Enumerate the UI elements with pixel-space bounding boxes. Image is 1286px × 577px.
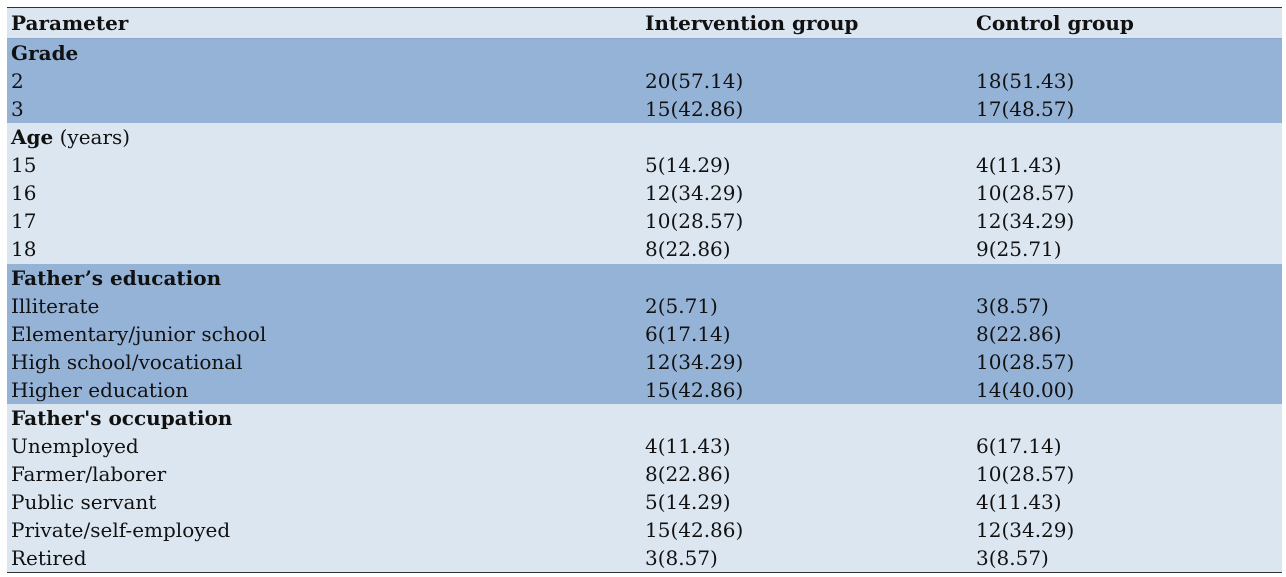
row-label: High school/vocational <box>11 349 243 374</box>
control-value: 9(25.71) <box>976 237 1062 262</box>
section-header-row: Father’s education <box>7 263 1282 292</box>
table-row: Public servant 5(14.29) 4(11.43) <box>7 488 1282 517</box>
column-header-intervention: Intervention group <box>645 11 859 35</box>
intervention-value: 5(14.29) <box>645 490 731 514</box>
intervention-value: 3(8.57) <box>645 546 718 571</box>
section-header-row: Grade <box>7 39 1282 68</box>
row-label: Public servant <box>11 490 157 514</box>
intervention-value: 12(34.29) <box>645 181 744 206</box>
section-title: Father’s education <box>11 265 222 290</box>
table-row: Higher education 15(42.86) 14(40.00) <box>7 375 1282 404</box>
control-value: 3(8.57) <box>976 293 1049 318</box>
table-row: High school/vocational 12(34.29) 10(28.57) <box>7 347 1282 376</box>
intervention-value: 4(11.43) <box>645 433 731 458</box>
row-label: Farmer/laborer <box>11 461 167 486</box>
section-title-cell: Father's occupation <box>11 404 232 432</box>
column-header-control: Control group <box>976 11 1134 35</box>
control-value: 17(48.57) <box>976 97 1075 122</box>
table-body: Grade 2 20(57.14) 18(51.43) 3 15(42.86) 17(48.… <box>7 39 1282 573</box>
section-title-cell: Grade <box>11 39 78 67</box>
section-header-row: Father's occupation <box>7 403 1282 432</box>
table-row: Elementary/junior school 6(17.14) 8(22.86) <box>7 319 1282 348</box>
intervention-value: 12(34.29) <box>645 349 744 374</box>
table-row: 3 15(42.86) 17(48.57) <box>7 95 1282 124</box>
control-value: 8(22.86) <box>976 321 1062 346</box>
control-value: 4(11.43) <box>976 153 1062 178</box>
table-row: 17 10(28.57) 12(34.29) <box>7 207 1282 236</box>
control-value: 10(28.57) <box>976 181 1075 206</box>
intervention-value: 10(28.57) <box>645 209 744 234</box>
control-value: 14(40.00) <box>976 377 1075 402</box>
intervention-value: 20(57.14) <box>645 69 744 94</box>
row-label: 16 <box>11 181 37 206</box>
row-label: Elementary/junior school <box>11 321 267 346</box>
intervention-value: 5(14.29) <box>645 153 731 178</box>
row-label: Unemployed <box>11 433 139 458</box>
table-row: Private/self-employed 15(42.86) 12(34.29) <box>7 516 1282 545</box>
table-row: 18 8(22.86) 9(25.71) <box>7 235 1282 264</box>
control-value: 6(17.14) <box>976 433 1062 458</box>
table-row: 16 12(34.29) 10(28.57) <box>7 179 1282 208</box>
table-row: Retired 3(8.57) 3(8.57) <box>7 544 1282 573</box>
control-value: 18(51.43) <box>976 69 1075 94</box>
row-label: Higher education <box>11 377 189 402</box>
row-label: 3 <box>11 97 24 122</box>
column-header-parameter: Parameter <box>11 11 129 35</box>
control-value: 3(8.57) <box>976 546 1049 571</box>
section-title-cell: Father’s education <box>11 264 221 292</box>
section-header-row: Age (years) <box>7 123 1282 152</box>
intervention-value: 8(22.86) <box>645 237 731 262</box>
intervention-value: 2(5.71) <box>645 293 718 318</box>
section-unit: (years) <box>53 125 131 150</box>
control-value: 10(28.57) <box>976 349 1075 374</box>
control-value: 10(28.57) <box>976 461 1075 486</box>
row-label: 17 <box>11 209 37 234</box>
table-header-row: Parameter Intervention group Control gro… <box>7 8 1282 39</box>
intervention-value: 15(42.86) <box>645 97 744 122</box>
section-title: Grade <box>11 41 79 65</box>
table-row: 15 5(14.29) 4(11.43) <box>7 151 1282 180</box>
section-title: Father's occupation <box>11 405 233 430</box>
row-label: Retired <box>11 546 87 571</box>
row-label: 18 <box>11 237 37 262</box>
demographics-table: Parameter Intervention group Control gro… <box>7 7 1282 574</box>
row-label: Private/self-employed <box>11 518 231 543</box>
row-label: Illiterate <box>11 293 100 318</box>
table-row: Farmer/laborer 8(22.86) 10(28.57) <box>7 459 1282 488</box>
row-label: 15 <box>11 153 37 178</box>
control-value: 4(11.43) <box>976 490 1062 514</box>
section-title-cell: Age (years) <box>11 123 130 151</box>
intervention-value: 8(22.86) <box>645 461 731 486</box>
intervention-value: 6(17.14) <box>645 321 731 346</box>
row-label: 2 <box>11 69 24 94</box>
table-row: Illiterate 2(5.71) 3(8.57) <box>7 291 1282 320</box>
intervention-value: 15(42.86) <box>645 377 744 402</box>
control-value: 12(34.29) <box>976 209 1075 234</box>
section-title: Age <box>11 125 54 150</box>
table-row: Unemployed 4(11.43) 6(17.14) <box>7 431 1282 460</box>
intervention-value: 15(42.86) <box>645 518 744 543</box>
table-row: 2 20(57.14) 18(51.43) <box>7 67 1282 96</box>
control-value: 12(34.29) <box>976 518 1075 543</box>
